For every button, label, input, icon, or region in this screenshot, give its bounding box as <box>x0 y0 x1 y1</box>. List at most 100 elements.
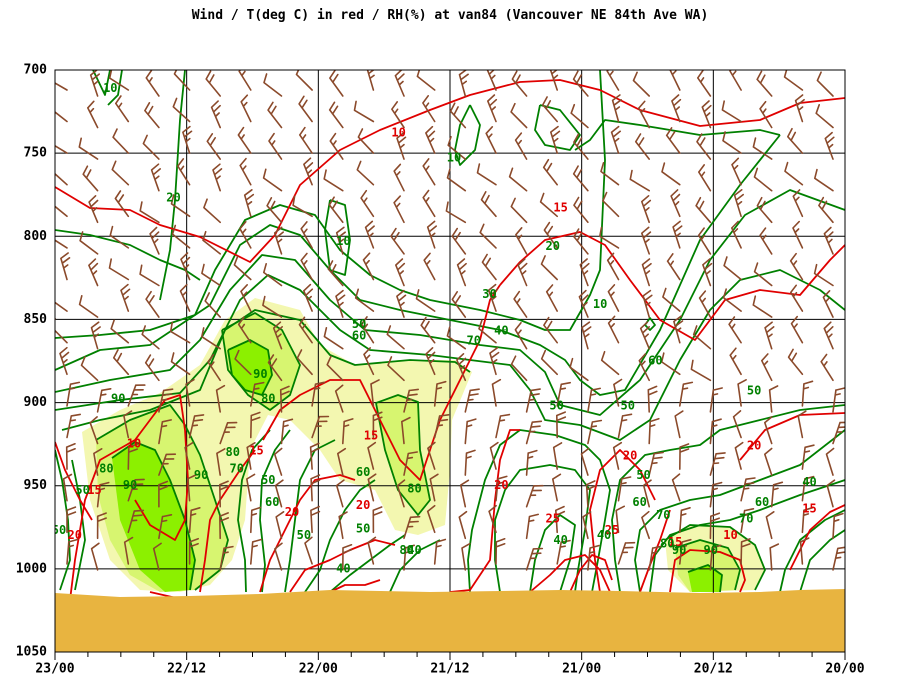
ground-area <box>55 589 845 652</box>
temperature-contour-13 <box>589 449 656 593</box>
wind-barb-194 <box>425 125 436 154</box>
wind-barb-316 <box>648 451 664 476</box>
wind-barb-412 <box>825 447 835 476</box>
wind-barb-285 <box>585 480 596 508</box>
wind-barb-40 <box>110 319 130 344</box>
rh-label-39: 80 <box>660 536 674 550</box>
wind-barb-385 <box>794 94 805 123</box>
rh-contour-17 <box>259 429 291 593</box>
x-tick-label-2: 22/00 <box>299 662 338 677</box>
wind-barb-297 <box>600 350 620 376</box>
wind-barb-63 <box>152 542 162 571</box>
wind-barb-325 <box>672 220 683 249</box>
wind-barb-97 <box>240 94 252 123</box>
wind-barb-36 <box>114 190 130 218</box>
wind-barb-87 <box>204 292 221 318</box>
wind-barb-153 <box>326 355 344 382</box>
wind-barb-27 <box>89 416 99 445</box>
wind-barb-133 <box>300 221 313 249</box>
wind-barb-66 <box>182 125 193 154</box>
wind-barb-319 <box>648 545 663 571</box>
wind-barb-55 <box>145 290 160 318</box>
wind-barb-76 <box>184 441 194 470</box>
wind-barb-211 <box>446 168 467 192</box>
wind-barb-320 <box>669 70 681 91</box>
temperature-label-13: 15 <box>668 535 682 549</box>
rh-label-12: 80 <box>261 392 275 406</box>
wind-barb-295 <box>607 284 620 312</box>
rh-contour-14 <box>55 449 71 591</box>
wind-barb-235 <box>495 413 511 439</box>
wind-barb-65 <box>172 97 191 123</box>
wind-barb-81 <box>210 100 221 129</box>
wind-barb-143 <box>304 536 313 565</box>
wind-barb-243 <box>508 167 528 192</box>
wind-barb-101 <box>239 221 252 249</box>
rh-label-16: 50 <box>75 483 89 497</box>
wind-barb-168 <box>360 316 375 344</box>
wind-barb-225 <box>487 94 498 123</box>
rh-label-19: 70 <box>229 462 243 476</box>
wind-barb-247 <box>513 290 528 318</box>
wind-barb-16 <box>89 70 100 97</box>
wind-barb-242 <box>514 132 528 160</box>
rh-label-9: 60 <box>352 329 366 343</box>
wind-barb-221 <box>460 479 470 508</box>
wind-barb-167 <box>354 288 375 312</box>
rh-label-25: 50 <box>297 528 311 542</box>
wind-barb-323 <box>661 162 681 186</box>
wind-barb-219 <box>464 418 477 445</box>
wind-barb-198 <box>423 252 436 281</box>
wind-barb-147 <box>323 169 344 192</box>
wind-barb-158 <box>338 511 348 540</box>
y-tick-label-7: 1050 <box>16 645 47 660</box>
wind-barb-187 <box>401 416 411 445</box>
y-tick-label-3: 850 <box>24 312 48 327</box>
wind-barb-311 <box>642 289 653 318</box>
temperature-label-15: 20 <box>747 438 761 452</box>
wind-barb-92 <box>216 448 226 476</box>
wind-barb-188 <box>403 451 418 476</box>
wind-barb-41 <box>113 349 130 376</box>
wind-barb-414 <box>832 512 844 540</box>
rh-contour-25 <box>611 404 845 593</box>
rh-contours <box>55 70 845 593</box>
wind-barb-264 <box>543 316 558 344</box>
wind-barb-95 <box>219 545 234 571</box>
rh-label-42: 60 <box>755 495 769 509</box>
wind-barb-58 <box>158 388 174 413</box>
wind-barb-341 <box>697 227 712 255</box>
wind-barb-118 <box>263 263 283 287</box>
wind-barb-170 <box>370 379 380 407</box>
wind-barb-17 <box>87 100 99 129</box>
wind-barb-62 <box>158 514 173 540</box>
wind-barb-19 <box>82 165 99 192</box>
temperature-label-3: 15 <box>249 443 263 457</box>
wind-barb-54 <box>139 264 160 287</box>
wind-barb-206 <box>426 504 436 534</box>
temperature-contour-14 <box>639 509 671 593</box>
y-tick-label-0: 700 <box>24 63 48 78</box>
x-tick-label-1: 22/12 <box>167 662 206 677</box>
wind-barb-105 <box>234 349 252 376</box>
rh-label-30: 60 <box>648 354 662 368</box>
wind-barb-84 <box>203 198 221 224</box>
wind-barb-178 <box>396 131 407 160</box>
wind-barb-281 <box>569 357 589 382</box>
rh-contour-1 <box>107 70 123 106</box>
wind-barb-115 <box>262 168 283 192</box>
wind-barb-227 <box>476 163 497 186</box>
wind-barb-354 <box>722 131 742 154</box>
wind-barb-282 <box>587 387 601 413</box>
rh-label-11: 90 <box>253 367 267 381</box>
wind-barb-39 <box>120 283 131 312</box>
wind-barb-289 <box>611 94 622 123</box>
rh-label-28: 80 <box>399 543 413 557</box>
y-tick-label-4: 900 <box>24 395 48 410</box>
rh-label-14: 80 <box>99 462 113 476</box>
wind-barb-212 <box>445 201 467 224</box>
wind-barb-52 <box>139 201 160 224</box>
rh-label-17: 90 <box>194 468 208 482</box>
x-tick-label-4: 21/00 <box>562 662 601 677</box>
temperature-label-9: 20 <box>494 478 508 492</box>
